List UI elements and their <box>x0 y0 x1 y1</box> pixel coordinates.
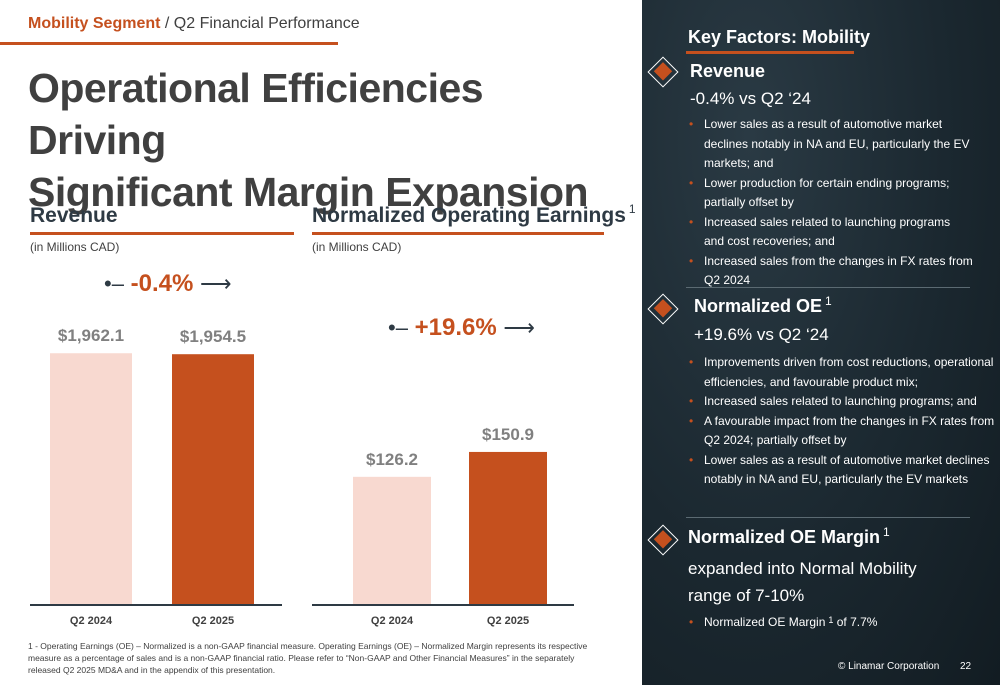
revenue-unit-label: (in Millions CAD) <box>30 240 120 254</box>
page-title: Operational Efficiencies Driving Signifi… <box>28 62 628 218</box>
oe-chart-title: Normalized Operating Earnings 1 <box>312 202 636 227</box>
arrow-left-icon: •– <box>104 271 124 296</box>
footnote: 1 - Operating Earnings (OE) – Normalized… <box>28 641 588 675</box>
value-label: $126.2 <box>366 450 418 469</box>
list-item: Improvements driven from cost reductions… <box>688 353 998 392</box>
list-item: A favourable impact from the changes in … <box>688 412 998 451</box>
list-item: Increased sales related to launching pro… <box>688 392 998 412</box>
bar-1-1 <box>469 451 547 604</box>
page-number: 22 <box>960 661 972 672</box>
list-item: Lower production for certain ending prog… <box>688 174 984 213</box>
bar-0-0 <box>50 353 132 604</box>
page-title-line1: Operational Efficiencies Driving <box>28 65 484 163</box>
list-item: Lower sales as a result of automotive ma… <box>688 451 998 490</box>
bar-0-1 <box>172 354 254 604</box>
margin-factor-title: Normalized OE Margin 1 <box>688 525 890 547</box>
arrow-right-icon: ⟶ <box>503 315 535 340</box>
revenue-chart-title: Revenue <box>30 204 118 227</box>
list-item: Increased sales from the changes in FX r… <box>688 252 984 291</box>
breadcrumb-segment: Mobility Segment <box>28 15 161 32</box>
revenue-change: •– -0.4% ⟶ <box>104 270 232 298</box>
value-label: $1,962.1 <box>58 326 124 345</box>
revenue-factor-title: Revenue <box>690 61 766 81</box>
arrow-right-icon: ⟶ <box>199 271 232 296</box>
category-label: Q2 2025 <box>192 615 234 627</box>
bar-charts: $1,962.1 Q2 2024 $1,954.5 Q2 2025 $126.2 Q2 2… <box>30 326 574 627</box>
category-label: Q2 2025 <box>487 615 529 627</box>
value-label: $1,954.5 <box>180 327 246 346</box>
revenue-change-value: -0.4% <box>130 270 194 297</box>
arrow-left-icon: •– <box>388 315 408 340</box>
category-label: Q2 2024 <box>70 615 113 627</box>
breadcrumb-rest: / Q2 Financial Performance <box>164 15 360 32</box>
revenue-factor-subtitle: -0.4% vs Q2 ‘24 <box>690 89 811 108</box>
key-factors-heading: Key Factors: Mobility <box>688 27 871 47</box>
value-label: $150.9 <box>482 425 534 444</box>
list-item: Lower sales as a result of automotive ma… <box>688 115 984 174</box>
oe-factor-subtitle: +19.6% vs Q2 ‘24 <box>694 325 829 344</box>
list-item: Increased sales related to launching pro… <box>688 213 968 252</box>
divider <box>686 287 970 288</box>
oe-change-value: +19.6% <box>414 314 497 341</box>
page-title-line2: Significant Margin Expansion <box>28 169 589 215</box>
copyright: © Linamar Corporation <box>838 661 940 672</box>
breadcrumb: Mobility Segment / Q2 Financial Performa… <box>28 15 360 33</box>
oe-unit-label: (in Millions CAD) <box>312 240 402 254</box>
oe-title-rule <box>312 232 604 235</box>
oe-title-sup: 1 <box>628 202 636 216</box>
oe-factor-title: Normalized OE 1 <box>694 294 832 316</box>
oe-change: •– +19.6% ⟶ <box>388 314 535 342</box>
bar-1-0 <box>353 476 431 604</box>
margin-factor-subtitle: expanded into Normal Mobility range of 7… <box>688 559 917 605</box>
key-factors-rule <box>686 51 854 54</box>
revenue-factor-bullets: Lower sales as a result of automotive ma… <box>688 115 984 291</box>
divider <box>686 517 970 518</box>
category-label: Q2 2024 <box>371 615 414 627</box>
breadcrumb-rule <box>0 42 338 45</box>
oe-factor-bullets: Improvements driven from cost reductions… <box>688 353 998 490</box>
revenue-title-rule <box>30 232 294 235</box>
